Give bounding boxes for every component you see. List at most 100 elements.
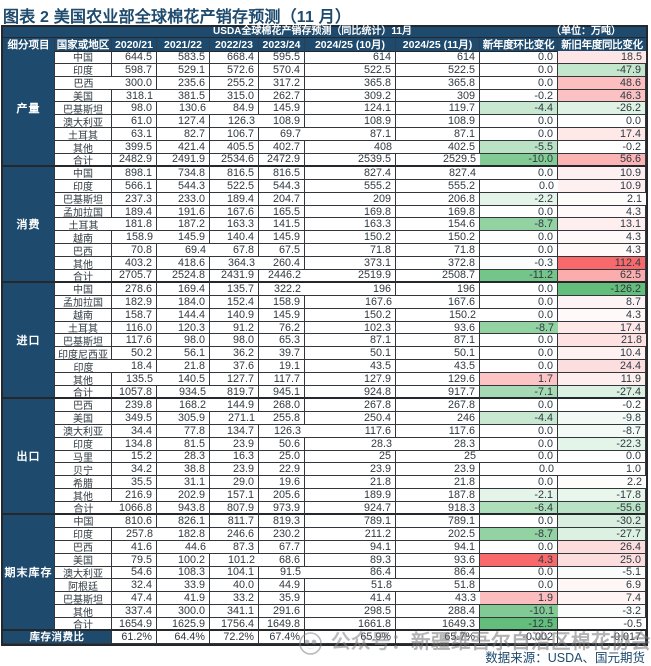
value-cell: 278.6 <box>112 282 157 296</box>
value-cell: 262.7 <box>259 89 305 103</box>
value-cell: 583.5 <box>157 50 210 64</box>
value-cell: 23.9 <box>210 437 259 451</box>
value-cell: 291.6 <box>259 605 305 619</box>
value-cell: 816.5 <box>259 166 305 180</box>
value-cell: 0.0 <box>480 244 558 258</box>
value-cell: 381.5 <box>157 89 210 103</box>
value-cell: 11.9 <box>558 373 646 387</box>
value-cell: 8.7 <box>558 295 646 309</box>
value-cell: 614 <box>396 50 480 64</box>
value-cell: 0.0 <box>480 115 558 129</box>
value-cell: 82.7 <box>157 128 210 142</box>
region-cell: 中国 <box>55 50 112 64</box>
footer-value-cell: -0.002 <box>480 630 558 644</box>
value-cell: 211.2 <box>305 527 396 541</box>
value-cell: 169.4 <box>157 282 210 296</box>
value-cell: 0.0 <box>558 115 646 129</box>
value-cell: 44.9 <box>259 579 305 593</box>
value-cell: 529.1 <box>157 63 210 77</box>
value-cell: 230.2 <box>259 527 305 541</box>
footer-value-cell: 65.9% <box>305 630 396 644</box>
value-cell: 917.7 <box>396 386 480 399</box>
value-cell: 134.7 <box>210 424 259 438</box>
value-cell: 116.0 <box>112 321 157 335</box>
value-cell: 408 <box>305 141 396 155</box>
value-cell: 87.1 <box>396 334 480 348</box>
value-cell: -55.6 <box>558 502 646 515</box>
value-cell: 373.1 <box>305 257 396 271</box>
value-cell: 150.2 <box>305 308 396 322</box>
region-cell: 合计 <box>55 270 112 283</box>
value-cell: 87.3 <box>210 540 259 554</box>
value-cell: 158.7 <box>112 308 157 322</box>
value-cell: 0.0 <box>480 76 558 90</box>
value-cell: 309 <box>396 89 480 103</box>
value-cell: 93.6 <box>396 321 480 335</box>
value-cell: 187.8 <box>396 489 480 503</box>
region-cell: 巴西 <box>55 244 112 258</box>
value-cell: 87.1 <box>305 334 396 348</box>
value-cell: 898.1 <box>112 166 157 180</box>
value-cell: 1625.9 <box>157 618 210 631</box>
value-cell: 341.1 <box>210 605 259 619</box>
value-cell: 189.4 <box>210 192 259 206</box>
value-cell: 36.2 <box>210 347 259 361</box>
value-cell: 62.5 <box>558 270 646 283</box>
value-cell: 65.3 <box>259 334 305 348</box>
value-cell: 246.6 <box>210 527 259 541</box>
region-cell: 中国 <box>55 282 112 296</box>
value-cell: 0.0 <box>480 63 558 77</box>
value-cell: 544.3 <box>259 179 305 193</box>
value-cell: 28.3 <box>305 438 396 451</box>
table-title: USDA全球棉花产销存预测（同比统计）11月 <box>213 26 412 37</box>
value-cell: 202.9 <box>157 489 210 503</box>
value-cell: 144.9 <box>210 398 259 412</box>
value-cell: 934.5 <box>157 386 210 399</box>
value-cell: 76.2 <box>259 321 305 335</box>
value-cell: 25.0 <box>259 450 305 464</box>
value-cell: 191.6 <box>157 205 210 219</box>
value-cell: 4.3 <box>558 205 646 219</box>
value-cell: 98.0 <box>210 334 259 348</box>
value-cell: 169.8 <box>305 205 396 219</box>
value-cell: 23.9 <box>305 463 396 477</box>
value-cell: 16.3 <box>210 450 259 464</box>
value-cell: 35.9 <box>259 592 305 606</box>
value-cell: 18.5 <box>558 50 646 64</box>
value-cell: 17.4 <box>558 321 646 335</box>
value-cell: 70.8 <box>112 244 157 258</box>
value-cell: 67.8 <box>210 244 259 258</box>
value-cell: 145.9 <box>259 231 305 245</box>
value-cell: 0.0 <box>480 334 558 348</box>
value-cell: 145.9 <box>157 231 210 245</box>
value-cell: 668.4 <box>210 50 259 64</box>
value-cell: 152.4 <box>210 295 259 309</box>
footer-value-cell: 72.2% <box>210 630 259 644</box>
value-cell: 196 <box>305 282 396 296</box>
region-cell: 越南 <box>55 231 112 245</box>
value-cell: 827.4 <box>396 167 480 180</box>
value-cell: 644.5 <box>112 50 157 64</box>
value-cell: 94.1 <box>396 540 480 554</box>
value-cell: 0.0 <box>480 476 558 490</box>
value-cell: -0.2 <box>558 141 646 155</box>
value-cell: 94.1 <box>305 540 396 554</box>
value-cell: 4.3 <box>558 308 646 322</box>
value-cell: 26.4 <box>558 540 646 554</box>
value-cell: 522.5 <box>396 63 480 77</box>
value-cell: -9.8 <box>558 411 646 425</box>
value-cell: 2.2 <box>558 476 646 490</box>
value-cell: 89.3 <box>305 553 396 567</box>
value-cell: 124.1 <box>305 102 396 116</box>
value-cell: 2539.5 <box>305 154 396 167</box>
value-cell: 365.8 <box>305 76 396 90</box>
value-cell: 300.0 <box>157 605 210 619</box>
value-cell: 0.0 <box>480 398 558 412</box>
value-cell: 246 <box>396 411 480 425</box>
value-cell: 28.3 <box>157 450 210 464</box>
value-cell: 32.4 <box>112 579 157 593</box>
region-cell: 土耳其 <box>55 218 112 232</box>
value-cell: 108.9 <box>259 115 305 129</box>
value-cell: 182.8 <box>157 527 210 541</box>
source-note: 数据来源：USDA、国元期货 <box>485 651 645 665</box>
